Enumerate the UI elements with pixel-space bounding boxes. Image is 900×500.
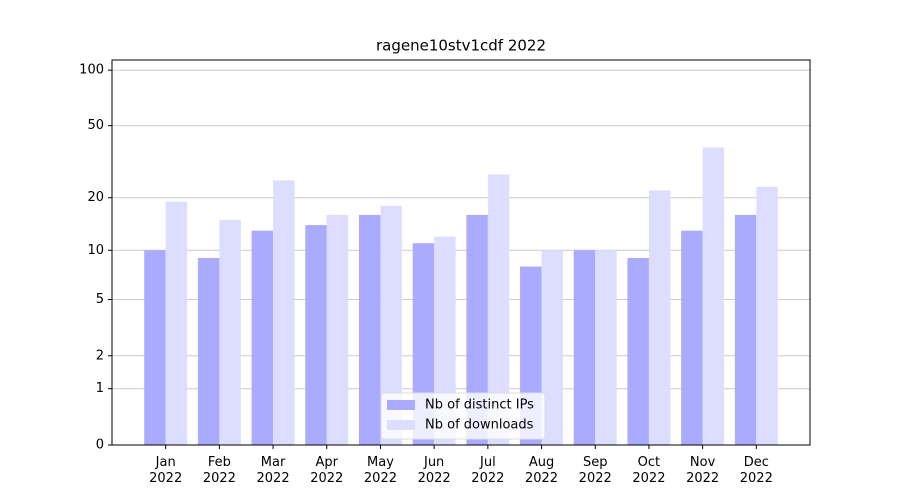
bar — [702, 147, 725, 445]
y-tick-label: 50 — [87, 118, 104, 133]
bar — [165, 201, 188, 445]
bar — [219, 219, 241, 445]
bar — [595, 250, 617, 445]
x-tick-label: Jul 2022 — [471, 455, 504, 486]
bar — [251, 230, 274, 445]
bar — [305, 225, 327, 445]
y-tick-label: 1 — [96, 381, 104, 396]
legend-label: Nb of downloads — [425, 418, 534, 433]
bar — [541, 250, 564, 445]
bar — [380, 205, 402, 445]
y-tick-label: 5 — [96, 292, 104, 307]
bar — [573, 250, 596, 445]
legend-box — [380, 392, 546, 440]
y-tick-label: 20 — [87, 190, 104, 205]
x-tick-label: Jun 2022 — [418, 455, 451, 486]
bar — [734, 214, 757, 445]
x-tick-label: Nov 2022 — [686, 455, 719, 486]
x-tick-label: Aug 2022 — [525, 455, 558, 486]
y-tick-label: 100 — [79, 63, 104, 78]
legend-label: Nb of distinct IPs — [425, 398, 534, 413]
x-tick-label: Mar 2022 — [257, 455, 290, 486]
x-tick-label: Apr 2022 — [310, 455, 343, 486]
x-tick-label: Sep 2022 — [579, 455, 612, 486]
bar — [627, 257, 649, 445]
x-tick-label: May 2022 — [364, 455, 397, 486]
bar — [144, 250, 166, 445]
chart-title: ragene10stv1cdf 2022 — [376, 37, 546, 55]
bar — [756, 186, 778, 445]
x-tick-label: Feb 2022 — [203, 455, 236, 486]
x-tick-label: Jan 2022 — [149, 455, 182, 486]
x-tick-label: Oct 2022 — [632, 455, 665, 486]
y-tick-label: 0 — [96, 438, 104, 453]
bar — [466, 214, 488, 445]
plot-frame — [111, 59, 811, 446]
legend-swatch — [387, 400, 415, 410]
bar — [681, 230, 703, 445]
bar — [487, 174, 510, 445]
x-tick-label: Dec 2022 — [740, 455, 773, 486]
bar — [358, 214, 381, 445]
legend-swatch — [387, 420, 415, 430]
y-tick-label: 2 — [96, 348, 104, 363]
bar — [648, 190, 671, 445]
bar — [197, 257, 220, 445]
bar — [273, 180, 295, 446]
bar — [326, 214, 349, 445]
y-tick-label: 10 — [87, 243, 104, 258]
